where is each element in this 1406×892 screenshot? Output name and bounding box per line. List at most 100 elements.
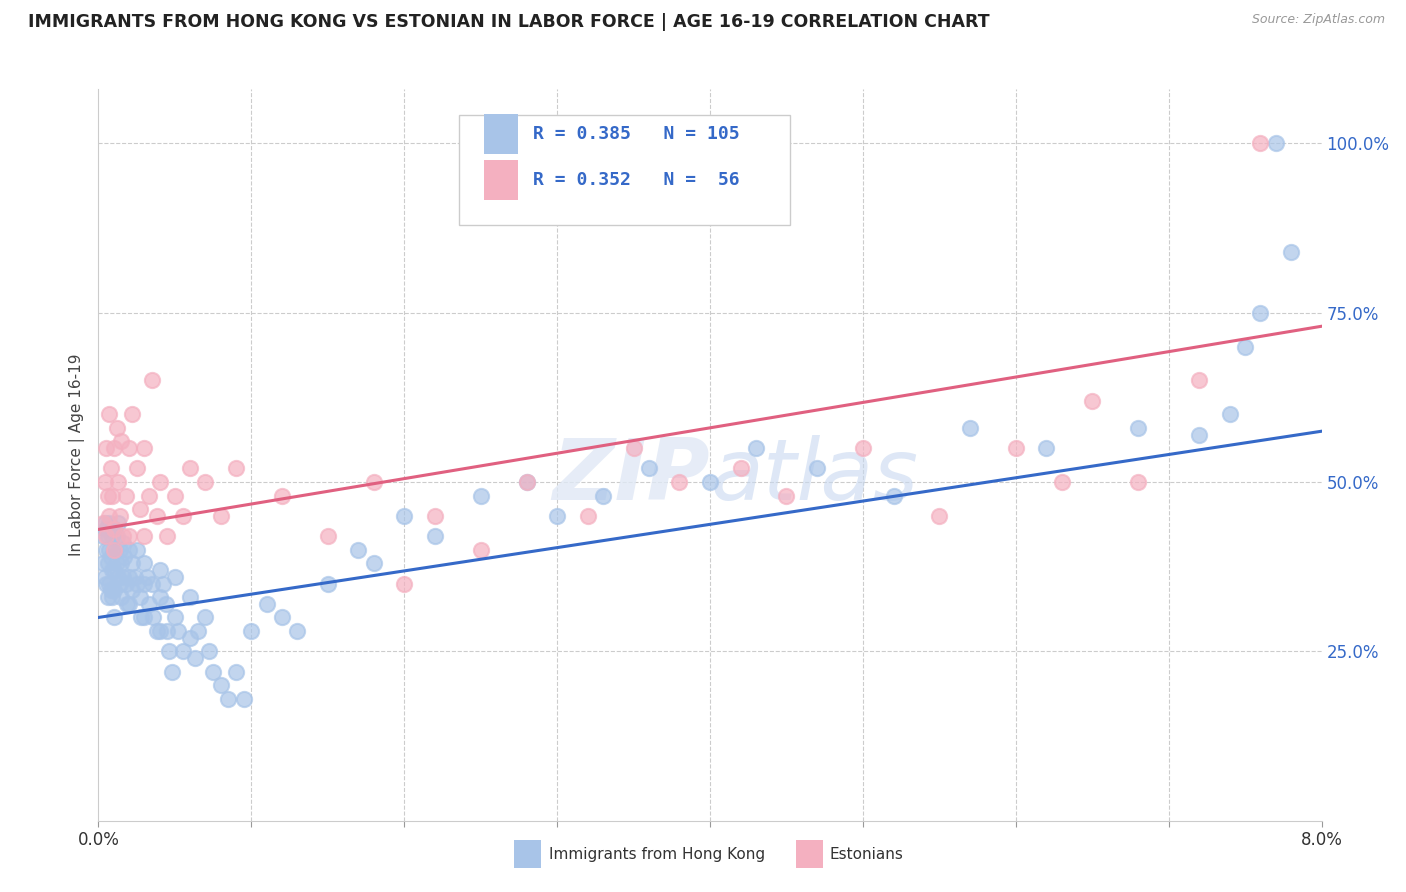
Point (156, 529, 179, 543)
Point (117, 597, 139, 611)
Point (111, 529, 134, 543)
Point (134, 556, 156, 570)
Point (108, 576, 131, 591)
Point (1249, 136, 1271, 151)
Point (256, 597, 278, 611)
Point (209, 678, 232, 692)
Point (149, 475, 172, 489)
Point (100, 523, 122, 537)
Point (94, 542, 117, 557)
Point (105, 556, 128, 570)
Point (141, 373, 163, 387)
Point (363, 556, 385, 570)
Point (745, 441, 768, 455)
Point (516, 475, 538, 489)
Point (91, 529, 114, 543)
Point (155, 597, 177, 611)
Point (142, 610, 165, 624)
Point (363, 475, 385, 489)
Point (392, 576, 416, 591)
Point (270, 610, 294, 624)
Point (138, 597, 160, 611)
Point (1081, 393, 1104, 408)
Point (110, 556, 132, 570)
Point (470, 489, 492, 503)
Text: R = 0.352   N =  56: R = 0.352 N = 56 (533, 171, 740, 189)
Point (149, 563, 172, 577)
Point (107, 570, 129, 584)
Point (1128, 475, 1150, 489)
Text: Estonians: Estonians (830, 847, 904, 862)
Point (1050, 475, 1073, 489)
Point (576, 508, 599, 523)
Point (1128, 421, 1150, 435)
Point (852, 441, 875, 455)
Point (97, 529, 120, 543)
Point (516, 475, 538, 489)
Point (179, 631, 201, 645)
Point (103, 610, 125, 624)
Point (184, 651, 207, 665)
Bar (515, 840, 541, 868)
Point (546, 508, 568, 523)
Point (179, 590, 201, 604)
Point (98, 542, 121, 557)
Point (141, 576, 163, 591)
Point (93, 570, 115, 584)
Point (187, 624, 209, 638)
FancyBboxPatch shape (460, 115, 790, 225)
Point (423, 529, 446, 543)
Point (97, 590, 120, 604)
Point (145, 508, 167, 523)
Point (470, 542, 492, 557)
Text: R = 0.385   N = 105: R = 0.385 N = 105 (533, 125, 740, 143)
Point (806, 461, 828, 475)
Point (93, 475, 115, 489)
Point (202, 665, 225, 679)
Point (134, 576, 156, 591)
Bar (484, 114, 517, 154)
Point (149, 624, 172, 638)
Point (91, 556, 114, 570)
Point (97, 556, 120, 570)
Point (100, 461, 122, 475)
Point (225, 665, 247, 679)
Point (100, 583, 122, 598)
Point (111, 570, 134, 584)
Y-axis label: In Labor Force | Age 16-19: In Labor Force | Age 16-19 (69, 353, 84, 557)
Point (108, 542, 131, 557)
Point (959, 421, 981, 435)
Point (118, 542, 141, 557)
Point (163, 489, 186, 503)
Point (121, 583, 143, 598)
Point (115, 576, 138, 591)
Point (98, 407, 121, 421)
Point (145, 624, 167, 638)
Bar (484, 161, 517, 201)
Point (103, 542, 125, 557)
Point (112, 549, 135, 564)
Point (94, 523, 117, 537)
Point (110, 434, 132, 449)
Text: Source: ZipAtlas.com: Source: ZipAtlas.com (1251, 13, 1385, 27)
Point (194, 475, 217, 489)
Point (423, 508, 446, 523)
Point (101, 529, 124, 543)
Point (103, 523, 125, 537)
Point (129, 610, 152, 624)
Point (232, 691, 254, 706)
Point (128, 590, 150, 604)
Point (107, 475, 129, 489)
Point (110, 590, 132, 604)
Point (240, 624, 263, 638)
Point (730, 461, 752, 475)
Point (124, 570, 146, 584)
Point (103, 542, 125, 557)
Point (156, 624, 179, 638)
Text: IMMIGRANTS FROM HONG KONG VS ESTONIAN IN LABOR FORCE | AGE 16-19 CORRELATION CHA: IMMIGRANTS FROM HONG KONG VS ESTONIAN IN… (28, 13, 990, 31)
Text: atlas: atlas (710, 435, 918, 518)
Point (105, 529, 128, 543)
Point (347, 542, 370, 557)
Point (134, 529, 156, 543)
Point (115, 489, 138, 503)
